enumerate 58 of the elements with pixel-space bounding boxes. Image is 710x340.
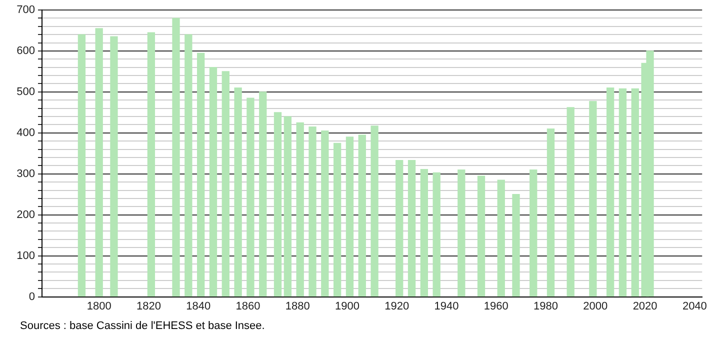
bar bbox=[308, 126, 316, 297]
bar bbox=[546, 128, 555, 297]
bar bbox=[209, 67, 218, 297]
bar bbox=[631, 88, 639, 297]
y-tick-label: 0 bbox=[28, 290, 35, 303]
x-tick-label: 1800 bbox=[86, 300, 112, 312]
bar bbox=[95, 28, 103, 297]
x-tick-label: 1860 bbox=[236, 300, 260, 312]
bar bbox=[147, 32, 156, 297]
x-tick-label: 1900 bbox=[335, 300, 360, 312]
y-tick-label: 400 bbox=[16, 126, 35, 139]
bar bbox=[606, 88, 614, 297]
y-tick-label: 700 bbox=[16, 4, 35, 16]
bar bbox=[512, 194, 520, 297]
bar bbox=[358, 134, 366, 297]
bar bbox=[589, 101, 597, 297]
y-tick-label: 300 bbox=[16, 168, 35, 180]
x-tick-label: 2020 bbox=[632, 300, 658, 312]
y-tick-label: 600 bbox=[16, 45, 35, 58]
bar bbox=[78, 34, 86, 297]
bar bbox=[259, 92, 267, 297]
bar bbox=[296, 122, 304, 297]
bar bbox=[618, 88, 627, 297]
source-note: Sources : base Cassini de l'EHESS et base Insee. bbox=[20, 320, 265, 332]
bar bbox=[420, 169, 428, 297]
bar bbox=[477, 176, 486, 297]
bar bbox=[321, 130, 329, 297]
bar bbox=[396, 160, 404, 297]
x-tick-label: 1820 bbox=[136, 300, 161, 312]
bar bbox=[184, 34, 192, 297]
bar bbox=[246, 98, 254, 297]
bar bbox=[197, 52, 205, 297]
y-tick-label: 100 bbox=[16, 250, 35, 262]
bar bbox=[530, 169, 538, 297]
x-tick-label: 1880 bbox=[285, 300, 310, 312]
bar bbox=[234, 88, 242, 297]
bar bbox=[370, 126, 378, 297]
x-tick-label: 1920 bbox=[384, 300, 410, 312]
y-tick-label: 500 bbox=[16, 86, 35, 98]
x-tick-label: 1840 bbox=[186, 300, 211, 312]
bar bbox=[432, 172, 440, 297]
x-tick-label: 1980 bbox=[534, 300, 558, 312]
x-tick-label: 1960 bbox=[484, 300, 508, 312]
bar bbox=[333, 142, 342, 297]
bar bbox=[222, 71, 230, 297]
bar bbox=[497, 180, 505, 297]
bar bbox=[274, 112, 282, 297]
bar bbox=[408, 160, 416, 297]
bar bbox=[566, 107, 574, 297]
y-tick-label: 200 bbox=[16, 208, 35, 221]
x-tick-label: 2040 bbox=[682, 300, 707, 312]
x-tick-label: 1940 bbox=[434, 300, 459, 312]
bar bbox=[346, 136, 354, 297]
bar bbox=[458, 169, 466, 297]
bar bbox=[172, 18, 180, 297]
bar bbox=[110, 36, 118, 297]
x-tick-label: 2000 bbox=[583, 300, 608, 312]
bar bbox=[284, 116, 292, 297]
